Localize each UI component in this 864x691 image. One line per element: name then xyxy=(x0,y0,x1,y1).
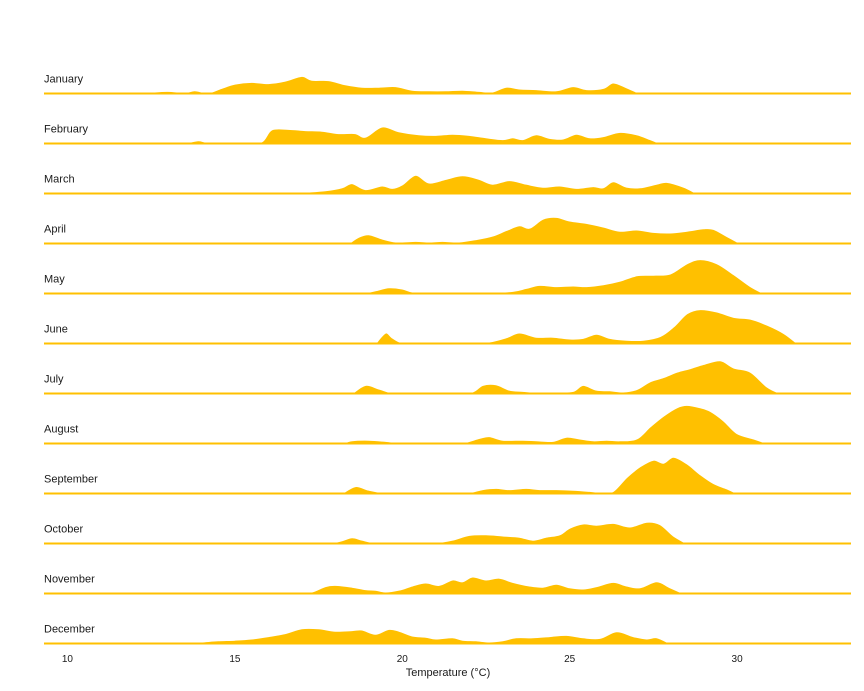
ridge-outline-november xyxy=(285,575,684,595)
ridge-july: July xyxy=(44,359,851,395)
ridge-october: October xyxy=(44,520,851,545)
x-tick-label: 25 xyxy=(564,654,576,665)
month-label-february: February xyxy=(44,124,89,136)
x-axis: 10 15 20 25 30 xyxy=(62,654,743,665)
month-label-march: March xyxy=(44,174,75,186)
ridge-outline-march xyxy=(278,174,698,195)
ridge-area-june xyxy=(375,309,798,344)
month-label-september: September xyxy=(44,474,98,486)
ridge-february: February xyxy=(44,124,851,145)
ridge-may: May xyxy=(44,258,851,295)
ridge-december: December xyxy=(44,624,851,645)
ridge-area-september xyxy=(342,456,738,494)
ridge-november: November xyxy=(44,574,851,595)
ridge-area-may xyxy=(362,259,764,294)
month-label-june: June xyxy=(44,324,68,336)
month-label-july: July xyxy=(44,374,64,386)
month-label-april: April xyxy=(44,224,66,236)
ridge-outline-december xyxy=(134,627,671,645)
month-label-august: August xyxy=(44,424,78,436)
ridge-august: August xyxy=(44,404,851,445)
month-label-october: October xyxy=(44,524,83,536)
ridge-june: June xyxy=(44,308,851,345)
ridge-area-august xyxy=(342,405,768,444)
ridge-area-december xyxy=(134,628,671,644)
x-axis-title: Temperature (°C) xyxy=(406,667,490,679)
x-tick-label: 30 xyxy=(732,654,744,665)
ridge-area-october xyxy=(328,521,687,544)
x-tick-label: 20 xyxy=(397,654,409,665)
ridge-january: January xyxy=(44,74,851,95)
ridge-outline-april xyxy=(348,216,741,245)
month-label-january: January xyxy=(44,74,84,86)
x-tick-label: 10 xyxy=(62,654,74,665)
ridge-area-july xyxy=(352,360,781,394)
month-label-may: May xyxy=(44,274,65,286)
ridge-area-january xyxy=(134,76,640,94)
ridge-outline-may xyxy=(361,258,765,295)
month-label-november: November xyxy=(44,574,95,586)
ridge-area-march xyxy=(278,174,697,194)
ridge-outline-january xyxy=(134,75,641,95)
month-label-december: December xyxy=(44,624,95,636)
ridge-april: April xyxy=(44,216,851,245)
ridge-area-april xyxy=(348,216,741,244)
ridge-september: September xyxy=(44,456,851,495)
x-tick-label: 15 xyxy=(229,654,241,665)
ridge-outline-february xyxy=(184,125,661,145)
ridges-group: January February March April May June July Augu… xyxy=(44,74,851,645)
ridge-march: March xyxy=(44,174,851,195)
